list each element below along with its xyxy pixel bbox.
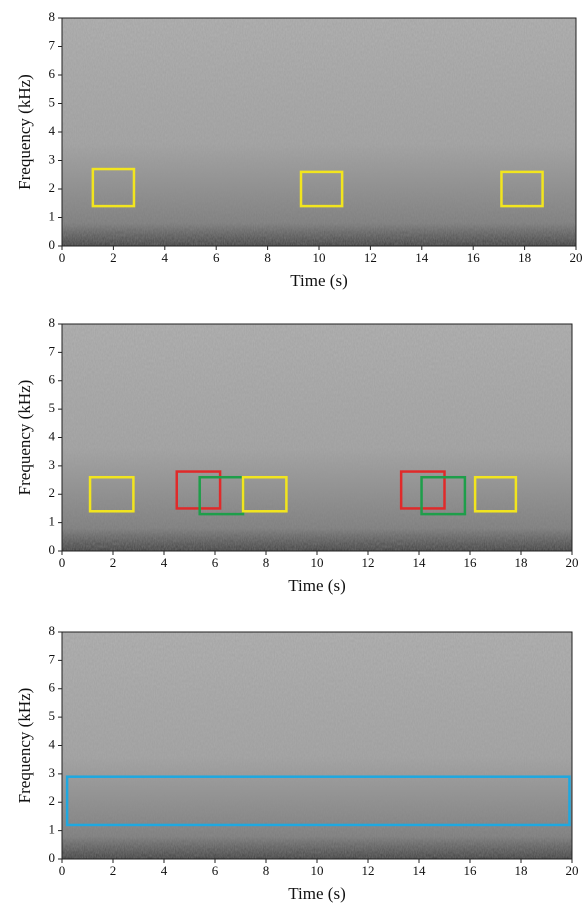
x-tick-label: 14 — [413, 555, 427, 570]
y-tick-label: 0 — [49, 542, 56, 557]
y-axis-label: Frequency (kHz) — [15, 74, 34, 190]
x-tick-label: 2 — [110, 555, 117, 570]
x-tick-label: 8 — [263, 555, 270, 570]
x-tick-label: 12 — [362, 555, 375, 570]
x-tick-label: 8 — [263, 863, 270, 878]
y-tick-label: 6 — [49, 680, 56, 695]
x-tick-label: 16 — [464, 555, 478, 570]
x-axis-label: Time (s) — [288, 884, 345, 903]
y-tick-label: 4 — [49, 123, 56, 138]
y-tick-label: 8 — [49, 623, 56, 638]
y-tick-label: 5 — [49, 94, 56, 109]
annotation-box — [473, 475, 518, 513]
y-tick-label: 3 — [49, 457, 56, 472]
x-tick-label: 0 — [59, 863, 66, 878]
x-tick-label: 4 — [161, 555, 168, 570]
y-tick-label: 5 — [49, 400, 56, 415]
annotation-box — [88, 475, 135, 513]
annotation-box — [500, 170, 544, 208]
x-tick-label: 8 — [264, 250, 271, 265]
spectrogram-noise — [62, 18, 576, 246]
y-tick-label: 2 — [49, 485, 56, 500]
y-tick-label: 7 — [49, 343, 56, 358]
x-tick-label: 6 — [212, 555, 219, 570]
x-tick-label: 14 — [413, 863, 427, 878]
y-tick-label: 1 — [49, 822, 56, 837]
annotation-box — [241, 475, 288, 513]
y-tick-label: 1 — [49, 208, 56, 223]
y-tick-label: 2 — [49, 793, 56, 808]
y-tick-label: 8 — [49, 9, 56, 24]
x-axis-label: Time (s) — [290, 271, 347, 290]
y-tick-label: 1 — [49, 514, 56, 529]
annotation-box — [65, 775, 571, 827]
x-tick-label: 20 — [570, 250, 583, 265]
x-tick-label: 10 — [313, 250, 326, 265]
annotation-box — [91, 167, 136, 208]
y-tick-label: 0 — [49, 850, 56, 865]
x-tick-label: 6 — [212, 863, 219, 878]
x-tick-label: 18 — [515, 555, 528, 570]
y-tick-label: 6 — [49, 66, 56, 81]
y-tick-label: 2 — [49, 180, 56, 195]
y-tick-label: 5 — [49, 708, 56, 723]
spectrogram-noise — [62, 632, 572, 859]
y-tick-label: 3 — [49, 765, 56, 780]
x-tick-label: 20 — [566, 863, 579, 878]
x-tick-label: 6 — [213, 250, 220, 265]
y-axis-label: Frequency (kHz) — [15, 688, 34, 804]
y-tick-label: 4 — [49, 428, 56, 443]
x-tick-label: 0 — [59, 555, 66, 570]
annotation-box — [399, 470, 446, 510]
x-tick-label: 2 — [110, 863, 117, 878]
x-tick-label: 4 — [162, 250, 169, 265]
x-tick-label: 14 — [415, 250, 429, 265]
y-tick-label: 3 — [49, 151, 56, 166]
y-tick-label: 7 — [49, 37, 56, 52]
x-tick-label: 18 — [515, 863, 528, 878]
x-tick-label: 4 — [161, 863, 168, 878]
y-axis-label: Frequency (kHz) — [15, 380, 34, 496]
x-tick-label: 12 — [362, 863, 375, 878]
spectrogram-noise — [62, 324, 572, 551]
x-tick-label: 20 — [566, 555, 579, 570]
y-tick-label: 8 — [49, 315, 56, 330]
annotation-box — [299, 170, 344, 208]
y-tick-label: 6 — [49, 372, 56, 387]
y-tick-label: 4 — [49, 736, 56, 751]
x-axis-label: Time (s) — [288, 576, 345, 595]
annotation-box — [420, 475, 467, 516]
x-tick-label: 18 — [518, 250, 531, 265]
annotation-box — [175, 470, 222, 510]
x-tick-label: 10 — [311, 863, 324, 878]
x-tick-label: 16 — [467, 250, 481, 265]
x-tick-label: 0 — [59, 250, 66, 265]
y-tick-label: 7 — [49, 651, 56, 666]
x-tick-label: 16 — [464, 863, 478, 878]
x-tick-label: 2 — [110, 250, 117, 265]
x-tick-label: 10 — [311, 555, 324, 570]
x-tick-label: 12 — [364, 250, 377, 265]
y-tick-label: 0 — [49, 237, 56, 252]
